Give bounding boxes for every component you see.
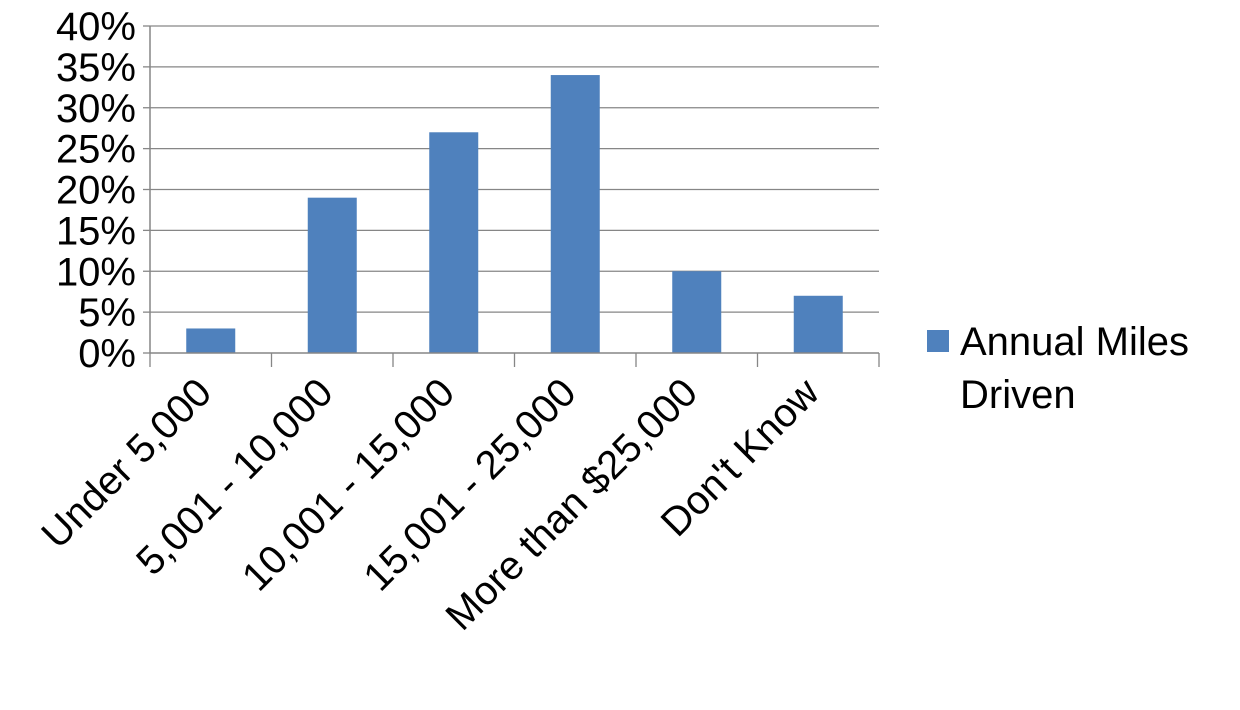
bar (429, 132, 479, 353)
y-tick-label: 20% (56, 169, 136, 213)
y-tick-label: 15% (56, 209, 136, 253)
x-tick-label: 15,001 - 25,000 (355, 370, 584, 599)
bars (186, 75, 843, 354)
y-tick-label: 10% (56, 250, 136, 294)
legend-swatch (927, 330, 949, 352)
axes (143, 25, 880, 367)
legend: Annual Miles Driven (927, 320, 1189, 417)
legend-label-line-2: Driven (960, 373, 1076, 417)
bar (307, 197, 357, 353)
gridlines (150, 25, 879, 313)
y-tick-label: 25% (56, 128, 136, 172)
y-tick-labels: 0%5%10%15%20%25%30%35%40% (56, 5, 136, 376)
y-tick-label: 0% (78, 332, 136, 376)
y-tick-label: 30% (56, 87, 136, 131)
bar (672, 271, 722, 353)
bar (550, 75, 600, 354)
legend-label-line-1: Annual Miles (960, 320, 1189, 364)
bar (793, 295, 843, 353)
y-tick-label: 40% (56, 5, 136, 49)
x-tick-label: 10,001 - 15,000 (234, 370, 463, 599)
y-tick-label: 5% (78, 291, 136, 335)
bar (186, 328, 236, 353)
y-tick-label: 35% (56, 46, 136, 90)
